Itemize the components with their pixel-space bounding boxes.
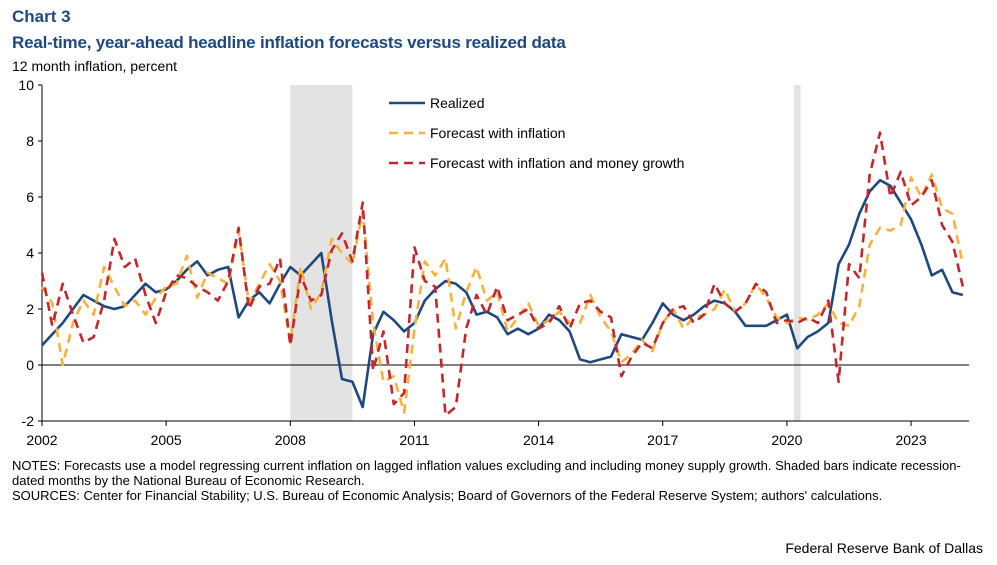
series-line-2 — [40, 131, 965, 417]
x-tick-label: 2008 — [275, 432, 306, 448]
x-tick-label: 2011 — [399, 432, 429, 448]
x-tick-label: 2017 — [647, 432, 678, 448]
recession-bar — [793, 85, 801, 421]
x-tick-label: 2023 — [895, 432, 926, 448]
chart-label: Chart 3 — [12, 7, 71, 26]
notes-text: NOTES: Forecasts use a model regressing … — [12, 458, 961, 488]
x-tick-label: 2005 — [151, 432, 182, 448]
y-tick-label: -2 — [22, 413, 35, 429]
y-tick-label: 8 — [26, 133, 34, 149]
legend-label-2: Forecast with inflation and money growth — [430, 155, 684, 171]
y-tick-label: 4 — [26, 245, 34, 261]
y-tick-label: 10 — [18, 77, 34, 93]
legend-label-1: Forecast with inflation — [430, 125, 565, 141]
y-axis-unit-label: 12 month inflation, percent — [12, 58, 177, 74]
y-tick-label: 0 — [26, 357, 34, 373]
series-line-1 — [40, 173, 965, 414]
source-credit: Federal Reserve Bank of Dallas — [785, 540, 983, 556]
y-tick-label: 6 — [26, 189, 34, 205]
series-line-0 — [41, 178, 964, 409]
x-tick-label: 2014 — [523, 432, 554, 448]
chart-title: Real-time, year-ahead headline inflation… — [12, 33, 566, 52]
sources-text: SOURCES: Center for Financial Stability;… — [12, 488, 883, 503]
y-tick-label: 2 — [26, 301, 34, 317]
notes-block: NOTES: Forecasts use a model regressing … — [12, 458, 987, 503]
legend-label-0: Realized — [430, 95, 484, 111]
x-tick-label: 2002 — [26, 432, 57, 448]
x-tick-label: 2020 — [771, 432, 802, 448]
